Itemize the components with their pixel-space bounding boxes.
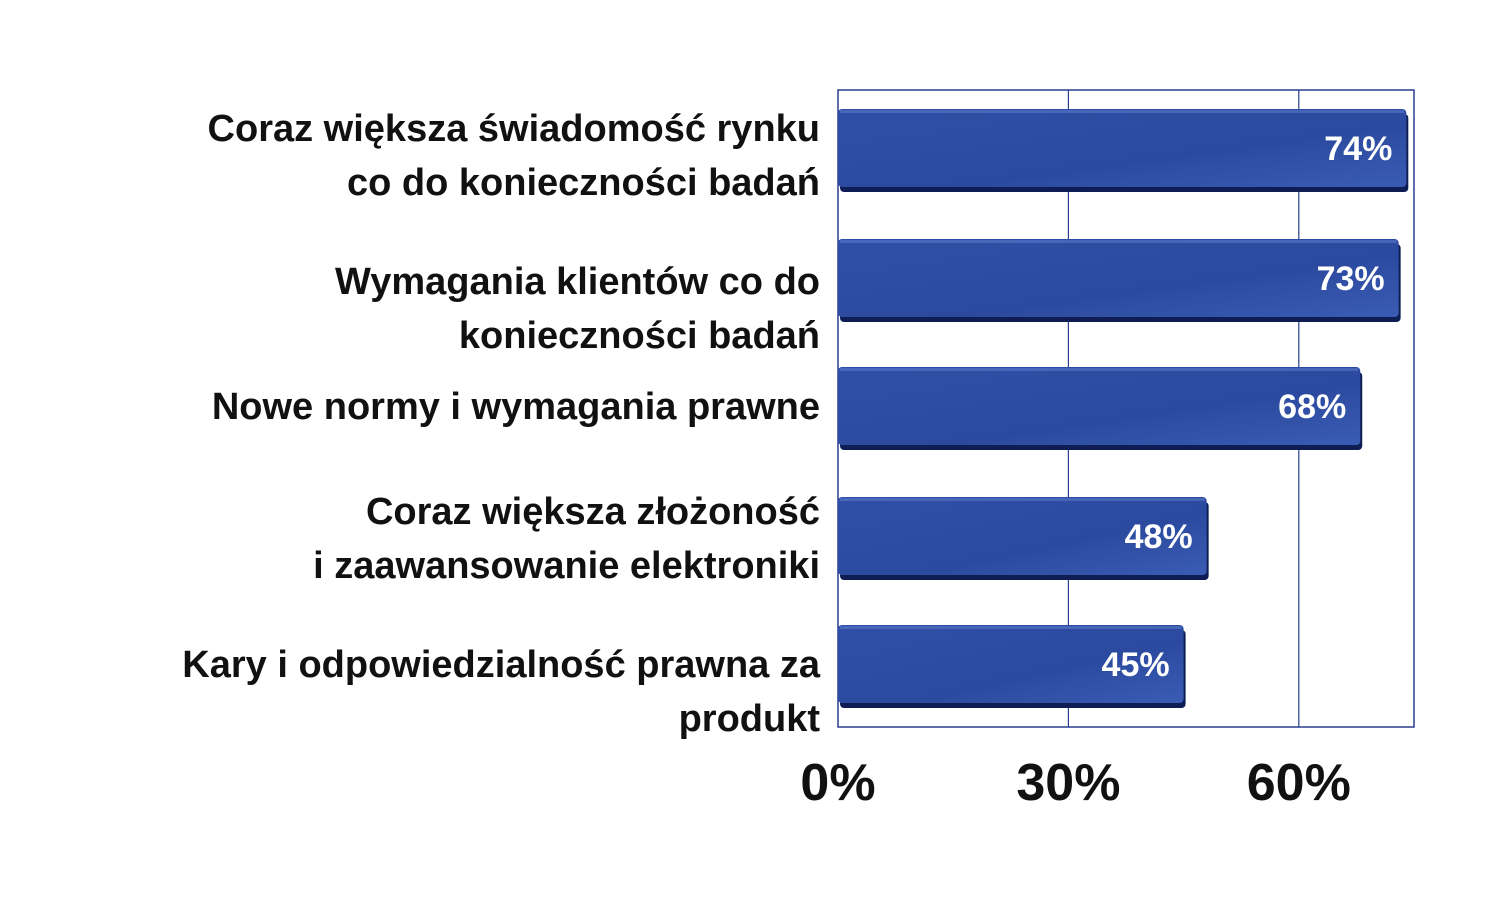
x-tick-label: 60% <box>1247 754 1351 812</box>
bar-highlight <box>840 626 1182 629</box>
category-label: Wymagania klientów co do konieczności bad… <box>60 255 820 363</box>
category-label-line: konieczności badań <box>458 315 820 357</box>
bar <box>838 625 1184 703</box>
category-label-line: i zaawansowanie elektroniki <box>313 545 820 587</box>
bar-group: 73% <box>838 239 1401 322</box>
x-axis-ticks: 0% 30% 60% <box>800 754 1350 812</box>
category-label: Nowe normy i wymagania prawne <box>60 380 820 434</box>
category-label: Coraz większa złożoność i zaawansowanie e… <box>60 485 820 593</box>
bar-group: 48% <box>838 497 1209 580</box>
x-tick-label: 0% <box>800 754 875 812</box>
bar-group: 68% <box>838 367 1363 450</box>
bar <box>838 367 1361 445</box>
category-label-line: Nowe normy i wymagania prawne <box>211 386 820 428</box>
bar-value-label: 73% <box>1317 260 1385 298</box>
bars: 74% 73% 68% 48% 45% <box>838 109 1409 708</box>
bar-value-label: 45% <box>1102 646 1170 684</box>
bar-group: 45% <box>838 625 1186 708</box>
bar <box>838 239 1399 317</box>
bar-highlight <box>840 368 1359 371</box>
category-label-line: produkt <box>678 698 820 740</box>
bar <box>838 109 1407 187</box>
bar <box>838 497 1207 575</box>
bar-group: 74% <box>838 109 1409 192</box>
category-label-line: Coraz większa złożoność <box>365 491 820 533</box>
bar-highlight <box>840 110 1405 113</box>
bar-highlight <box>840 498 1205 501</box>
category-label: Coraz większa świadomość rynku co do koni… <box>60 102 820 210</box>
bar-value-label: 48% <box>1125 518 1193 556</box>
bar-highlight <box>840 240 1397 243</box>
category-label-line: Coraz większa świadomość rynku <box>207 108 820 150</box>
bar-value-label: 74% <box>1324 130 1392 168</box>
category-label-line: Wymagania klientów co do <box>335 261 820 303</box>
category-label-line: co do konieczności badań <box>347 162 820 204</box>
category-label-line: Kary i odpowiedzialność prawna za <box>182 644 820 686</box>
bar-value-label: 68% <box>1278 388 1346 426</box>
category-label: Kary i odpowiedzialność prawna za produkt <box>60 638 820 746</box>
x-tick-label: 30% <box>1016 754 1120 812</box>
